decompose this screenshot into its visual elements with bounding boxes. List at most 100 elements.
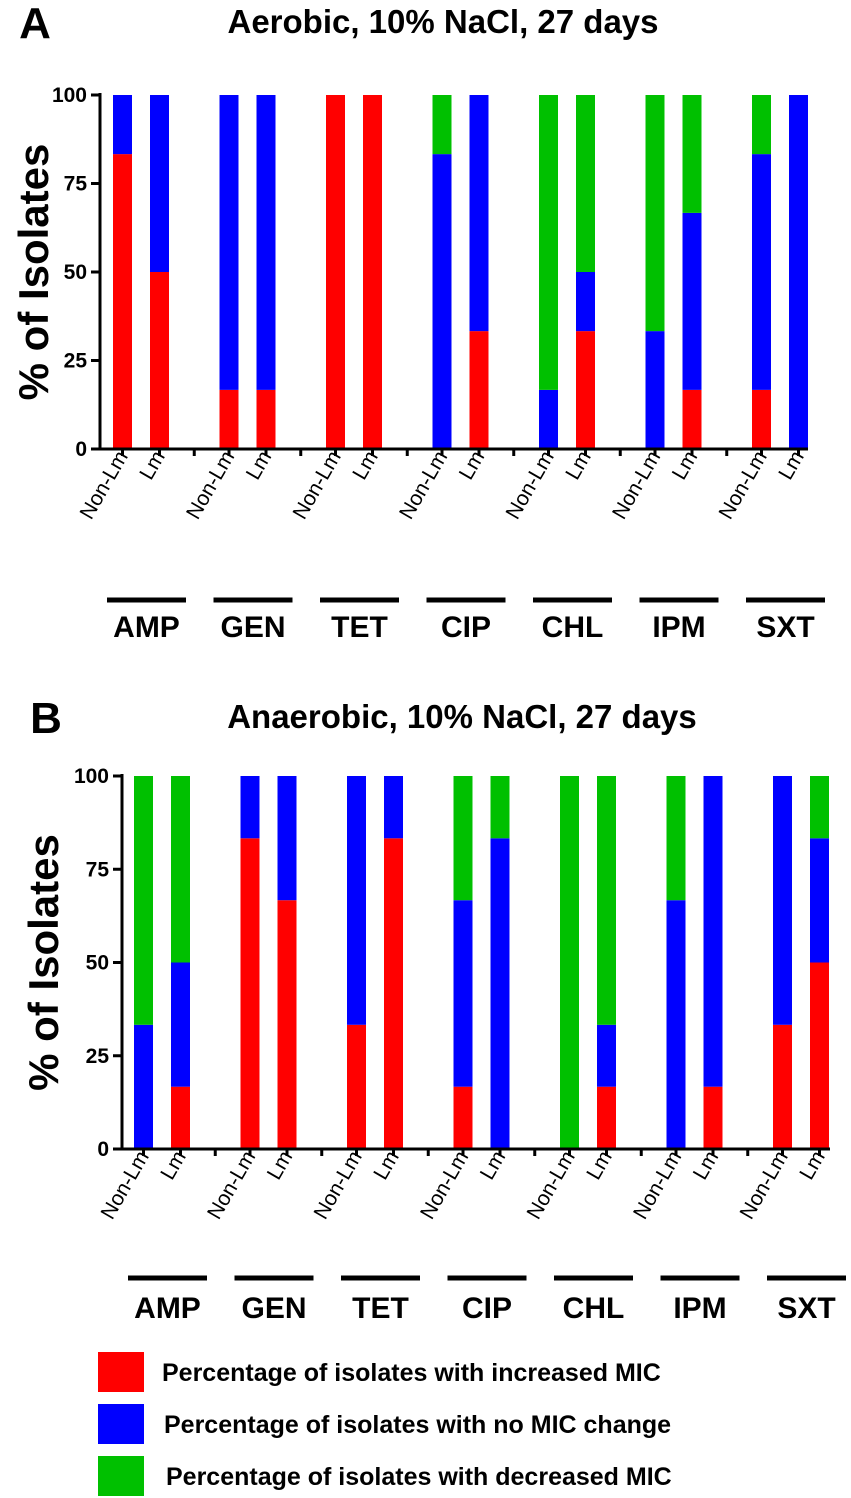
bar-a-tet-lm-increased bbox=[363, 95, 382, 449]
bar-b-sxt-non-lm-increased bbox=[773, 1024, 792, 1149]
bar-b-amp-lm-increased bbox=[171, 1086, 190, 1149]
group-label-b-tet: TET bbox=[352, 1292, 409, 1325]
x-tick-label-a-gen-non-lm: Non-Lm bbox=[182, 447, 239, 523]
bar-b-sxt-lm-decreased bbox=[810, 776, 829, 839]
panel-a-chart: A Aerobic, 10% NaCl, 27 days % of Isolates… bbox=[10, 0, 825, 644]
x-tick-label-a-tet-non-lm: Non-Lm bbox=[289, 447, 346, 523]
y-axis-label-a: % of Isolates bbox=[10, 144, 57, 401]
bar-a-gen-lm-increased bbox=[256, 389, 276, 449]
x-tick-label-b-ipm-non-lm: Non-Lm bbox=[629, 1147, 686, 1223]
bar-b-cip-non-lm-decreased bbox=[453, 776, 473, 901]
x-tick-label-b-amp-lm: Lm bbox=[156, 1147, 191, 1184]
bar-b-cip-lm-no-change bbox=[490, 838, 510, 1149]
group-label-a-sxt: SXT bbox=[756, 611, 814, 644]
bar-a-ipm-non-lm-no-change bbox=[645, 331, 665, 449]
x-tick-label-b-cip-non-lm: Non-Lm bbox=[416, 1147, 473, 1223]
bar-a-ipm-lm-decreased bbox=[682, 95, 702, 213]
bar-a-gen-lm-no-change bbox=[256, 95, 276, 390]
bar-a-sxt-non-lm-increased bbox=[752, 389, 771, 449]
bar-a-sxt-lm-no-change bbox=[789, 95, 808, 449]
bar-b-chl-non-lm-decreased bbox=[560, 776, 579, 1149]
x-tick-label-a-sxt-lm: Lm bbox=[774, 447, 809, 484]
bar-b-gen-non-lm-no-change bbox=[240, 776, 260, 839]
panel-b-chart: B Anaerobic, 10% NaCl, 27 days % of Isolat… bbox=[20, 694, 846, 1325]
bar-b-cip-non-lm-no-change bbox=[453, 900, 473, 1087]
bar-a-chl-lm-increased bbox=[576, 331, 595, 449]
bar-a-chl-non-lm-decreased bbox=[539, 95, 558, 390]
chart-title-b: Anaerobic, 10% NaCl, 27 days bbox=[227, 698, 697, 735]
x-tick-label-b-ipm-lm: Lm bbox=[689, 1147, 724, 1184]
x-tick-label-a-amp-lm: Lm bbox=[135, 447, 170, 484]
bar-b-ipm-non-lm-no-change bbox=[666, 900, 686, 1149]
x-tick-label-b-gen-non-lm: Non-Lm bbox=[203, 1147, 260, 1223]
panel-letter-a: A bbox=[19, 0, 51, 48]
bar-b-amp-non-lm-decreased bbox=[134, 776, 153, 1025]
y-tick-label-a-25: 25 bbox=[64, 350, 88, 373]
bar-a-amp-non-lm-increased bbox=[113, 154, 132, 450]
group-label-b-sxt: SXT bbox=[777, 1292, 835, 1325]
bar-b-amp-lm-no-change bbox=[171, 962, 190, 1087]
bar-a-sxt-non-lm-decreased bbox=[752, 95, 771, 155]
bar-a-ipm-lm-no-change bbox=[682, 212, 702, 390]
group-label-a-amp: AMP bbox=[113, 611, 180, 644]
bar-b-gen-lm-increased bbox=[277, 900, 297, 1149]
x-tick-label-a-chl-lm: Lm bbox=[561, 447, 596, 484]
bar-a-amp-non-lm-no-change bbox=[113, 95, 132, 155]
bar-b-amp-lm-decreased bbox=[171, 776, 190, 963]
bar-a-sxt-non-lm-no-change bbox=[752, 154, 771, 390]
bar-b-ipm-non-lm-decreased bbox=[666, 776, 686, 901]
group-label-a-gen: GEN bbox=[220, 611, 285, 644]
y-tick-label-b-0: 0 bbox=[97, 1138, 109, 1161]
legend-label-decreased: Percentage of isolates with decreased MI… bbox=[166, 1463, 672, 1491]
bar-a-gen-non-lm-no-change bbox=[219, 95, 239, 390]
y-tick-label-a-50: 50 bbox=[64, 261, 87, 284]
bar-a-amp-lm-increased bbox=[150, 272, 169, 449]
y-axis-label-b: % of Isolates bbox=[20, 834, 67, 1091]
bar-b-cip-lm-decreased bbox=[490, 776, 510, 839]
bar-b-tet-lm-no-change bbox=[384, 776, 403, 839]
group-label-b-gen: GEN bbox=[241, 1292, 306, 1325]
bar-a-tet-non-lm-increased bbox=[326, 95, 345, 449]
group-label-b-amp: AMP bbox=[134, 1292, 201, 1325]
y-tick-label-a-100: 100 bbox=[52, 84, 87, 107]
bar-a-cip-non-lm-no-change bbox=[432, 154, 452, 450]
x-tick-label-a-tet-lm: Lm bbox=[348, 447, 383, 484]
x-tick-label-b-chl-lm: Lm bbox=[582, 1147, 617, 1184]
bar-a-cip-lm-no-change bbox=[469, 95, 489, 332]
bar-b-cip-non-lm-increased bbox=[453, 1086, 473, 1149]
group-label-a-ipm: IPM bbox=[652, 611, 705, 644]
y-tick-label-a-0: 0 bbox=[75, 438, 87, 461]
legend-label-increased: Percentage of isolates with increased MI… bbox=[162, 1359, 661, 1387]
bar-b-tet-non-lm-increased bbox=[347, 1024, 366, 1149]
y-tick-label-a-75: 75 bbox=[64, 173, 88, 196]
legend-swatch-decreased bbox=[98, 1456, 144, 1496]
bar-a-cip-non-lm-decreased bbox=[432, 95, 452, 155]
bar-a-chl-lm-decreased bbox=[576, 95, 595, 272]
bar-a-chl-lm-no-change bbox=[576, 272, 595, 332]
x-tick-label-b-tet-non-lm: Non-Lm bbox=[310, 1147, 367, 1223]
bar-b-gen-lm-no-change bbox=[277, 776, 297, 901]
x-tick-label-a-chl-non-lm: Non-Lm bbox=[502, 447, 559, 523]
bar-b-chl-lm-no-change bbox=[597, 1024, 616, 1087]
bar-a-chl-non-lm-no-change bbox=[539, 389, 558, 449]
x-tick-label-a-gen-lm: Lm bbox=[242, 447, 277, 484]
bar-a-amp-lm-no-change bbox=[150, 95, 169, 272]
x-tick-label-b-sxt-lm: Lm bbox=[795, 1147, 830, 1184]
x-tick-label-b-gen-lm: Lm bbox=[263, 1147, 298, 1184]
bar-b-ipm-lm-increased bbox=[703, 1086, 723, 1149]
group-label-b-chl: CHL bbox=[563, 1292, 625, 1325]
bar-a-gen-non-lm-increased bbox=[219, 389, 239, 449]
bar-b-tet-non-lm-no-change bbox=[347, 776, 366, 1025]
legend-swatch-no-change bbox=[98, 1404, 144, 1444]
legend-label-no-change: Percentage of isolates with no MIC chang… bbox=[164, 1411, 671, 1439]
legend: Percentage of isolates with increased MI… bbox=[98, 1352, 672, 1496]
y-tick-label-b-50: 50 bbox=[86, 952, 109, 975]
group-label-b-ipm: IPM bbox=[673, 1292, 726, 1325]
x-tick-label-a-cip-lm: Lm bbox=[455, 447, 490, 484]
bar-a-cip-lm-increased bbox=[469, 331, 489, 449]
group-label-b-cip: CIP bbox=[462, 1292, 512, 1325]
bar-b-ipm-lm-no-change bbox=[703, 776, 723, 1087]
x-tick-label-b-tet-lm: Lm bbox=[369, 1147, 404, 1184]
panel-letter-b: B bbox=[30, 694, 62, 743]
